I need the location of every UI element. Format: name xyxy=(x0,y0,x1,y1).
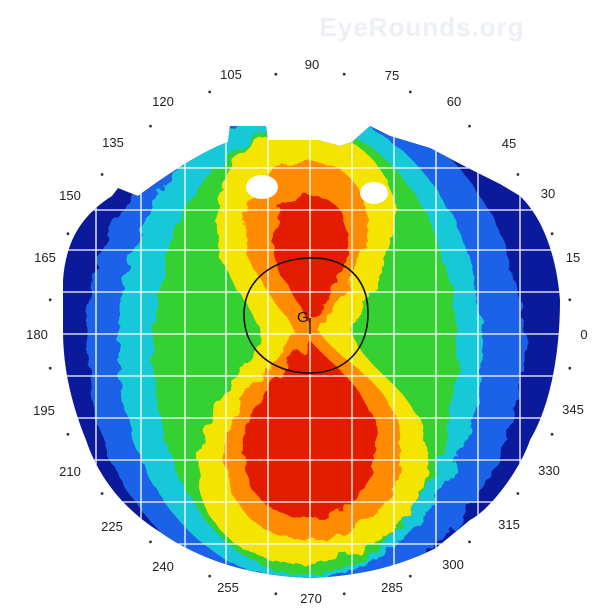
degree-label-300: 300 xyxy=(442,557,464,572)
ring-dot xyxy=(550,232,554,236)
ring-dot xyxy=(149,540,152,544)
ring-dot xyxy=(408,574,412,578)
ring-dot xyxy=(66,232,70,236)
ring-dot xyxy=(208,574,212,578)
degree-label-270: 270 xyxy=(300,591,322,606)
degree-label-45: 45 xyxy=(502,136,516,151)
degree-label-15: 15 xyxy=(566,250,580,265)
degree-label-225: 225 xyxy=(101,519,123,534)
degree-label-255: 255 xyxy=(217,580,239,595)
watermark: EyeRounds.org xyxy=(319,12,524,42)
degree-label-120: 120 xyxy=(152,94,174,109)
degree-label-30: 30 xyxy=(541,186,555,201)
degree-label-60: 60 xyxy=(447,94,461,109)
degree-label-105: 105 xyxy=(220,67,242,82)
ring-dot xyxy=(274,592,278,596)
degree-label-180: 180 xyxy=(26,327,48,342)
ring-dot xyxy=(100,173,104,176)
degree-label-210: 210 xyxy=(59,464,81,479)
degree-label-150: 150 xyxy=(59,188,81,203)
ring-dot xyxy=(568,298,572,302)
ring-dot xyxy=(468,124,471,128)
pupil-outline xyxy=(243,257,369,374)
ring-dot xyxy=(342,592,346,596)
ring-dot xyxy=(516,492,520,495)
ring-dot xyxy=(342,72,346,76)
blank-patch-left xyxy=(246,175,278,199)
degree-label-135: 135 xyxy=(102,135,124,150)
degree-label-165: 165 xyxy=(34,250,56,265)
ring-dot xyxy=(48,366,52,370)
degree-label-75: 75 xyxy=(385,68,399,83)
ring-dot xyxy=(408,90,412,94)
ring-dot xyxy=(468,540,471,544)
ring-dot xyxy=(516,173,520,176)
degree-label-0: 0 xyxy=(580,327,587,342)
ring-dot xyxy=(149,124,152,128)
degree-label-90: 90 xyxy=(305,57,319,72)
degree-label-240: 240 xyxy=(152,559,174,574)
ring-dot xyxy=(100,492,104,495)
dotted-ring xyxy=(48,72,572,596)
ring-dot xyxy=(208,90,212,94)
ring-dot xyxy=(568,366,572,370)
ring-dot xyxy=(66,432,70,436)
degree-label-330: 330 xyxy=(538,463,560,478)
degree-label-195: 195 xyxy=(33,403,55,418)
degree-label-285: 285 xyxy=(381,580,403,595)
ring-dot xyxy=(48,298,52,302)
center-marker-label: G xyxy=(297,309,309,326)
ring-dot xyxy=(550,432,554,436)
degree-labels: 0 15 30 45 60 75 90 105 120 135 150 165 … xyxy=(26,57,587,606)
degree-label-315: 315 xyxy=(498,517,520,532)
blank-patch-right xyxy=(360,182,388,204)
degree-label-345: 345 xyxy=(562,402,584,417)
ring-dot xyxy=(274,72,278,76)
